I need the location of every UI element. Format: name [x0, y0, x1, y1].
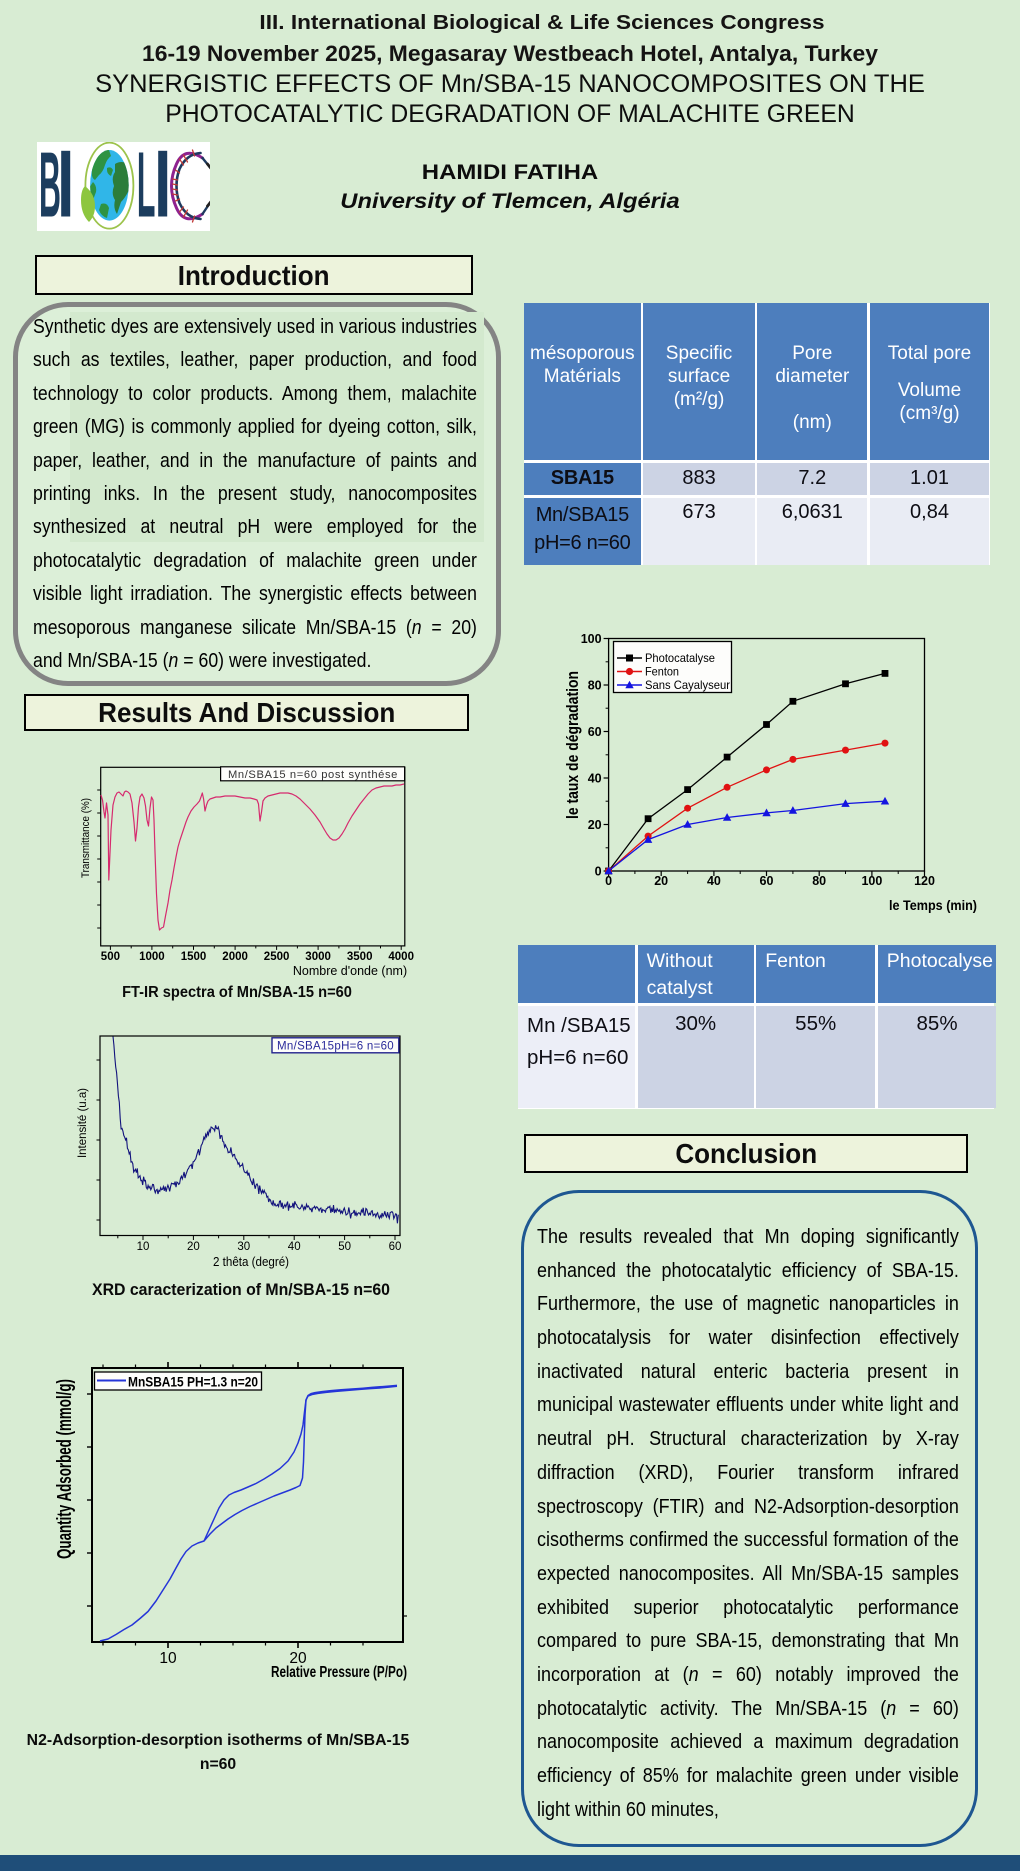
svg-text:60: 60 [389, 1241, 402, 1253]
svg-text:20: 20 [289, 1650, 307, 1667]
svg-text:20: 20 [654, 874, 668, 888]
svg-text:B: B [39, 142, 61, 231]
svg-text:40: 40 [288, 1241, 301, 1253]
svg-text:0: 0 [605, 874, 612, 888]
svg-text:Sans Cayalyseur: Sans Cayalyseur [645, 678, 730, 692]
svg-text:Nombre d'onde (nm): Nombre d'onde (nm) [293, 964, 407, 978]
svg-text:le taux de dégradation: le taux de dégradation [563, 671, 582, 819]
svg-text:60: 60 [588, 725, 602, 739]
svg-text:Mn/SBA15 n=60 post synthése: Mn/SBA15 n=60 post synthése [228, 769, 398, 781]
svg-text:Intensité (u.a): Intensité (u.a) [75, 1088, 89, 1158]
svg-text:L: L [137, 142, 156, 231]
svg-text:3000: 3000 [305, 951, 331, 963]
svg-text:100: 100 [861, 874, 882, 888]
svg-text:40: 40 [707, 874, 721, 888]
svg-text:1500: 1500 [181, 951, 207, 963]
svg-text:Photocatalyse: Photocatalyse [645, 651, 715, 665]
svg-text:500: 500 [101, 951, 120, 963]
svg-text:2000: 2000 [222, 951, 248, 963]
svg-text:Mn/SBA15pH=6 n=60: Mn/SBA15pH=6 n=60 [277, 1041, 394, 1053]
svg-text:3500: 3500 [347, 951, 373, 963]
svg-text:80: 80 [812, 874, 826, 888]
svg-text:60: 60 [760, 874, 774, 888]
svg-text:0: 0 [595, 865, 602, 879]
svg-text:MnSBA15 PH=1.3 n=20: MnSBA15 PH=1.3 n=20 [128, 1374, 258, 1390]
svg-text:10: 10 [137, 1241, 150, 1253]
svg-text:2500: 2500 [264, 951, 290, 963]
svg-text:4000: 4000 [388, 951, 414, 963]
svg-text:Transmittance (%): Transmittance (%) [80, 798, 92, 878]
svg-text:100: 100 [581, 632, 602, 646]
svg-text:Quantity Adsorbed (mmol/g): Quantity Adsorbed (mmol/g) [54, 1379, 76, 1559]
svg-text:40: 40 [588, 772, 602, 786]
svg-text:le Temps (min): le Temps (min) [889, 897, 977, 913]
svg-text:20: 20 [187, 1241, 200, 1253]
svg-text:20: 20 [588, 818, 602, 832]
svg-text:1000: 1000 [139, 951, 165, 963]
svg-text:120: 120 [914, 874, 935, 888]
svg-text:2 thêta (degré): 2 thêta (degré) [213, 1255, 289, 1269]
svg-text:10: 10 [159, 1650, 177, 1667]
svg-text:80: 80 [588, 679, 602, 693]
svg-text:Fenton: Fenton [645, 665, 679, 679]
svg-text:30: 30 [237, 1241, 250, 1253]
svg-text:50: 50 [338, 1241, 351, 1253]
svg-text:Relative Pressure (P/Po): Relative Pressure (P/Po) [271, 1664, 407, 1681]
